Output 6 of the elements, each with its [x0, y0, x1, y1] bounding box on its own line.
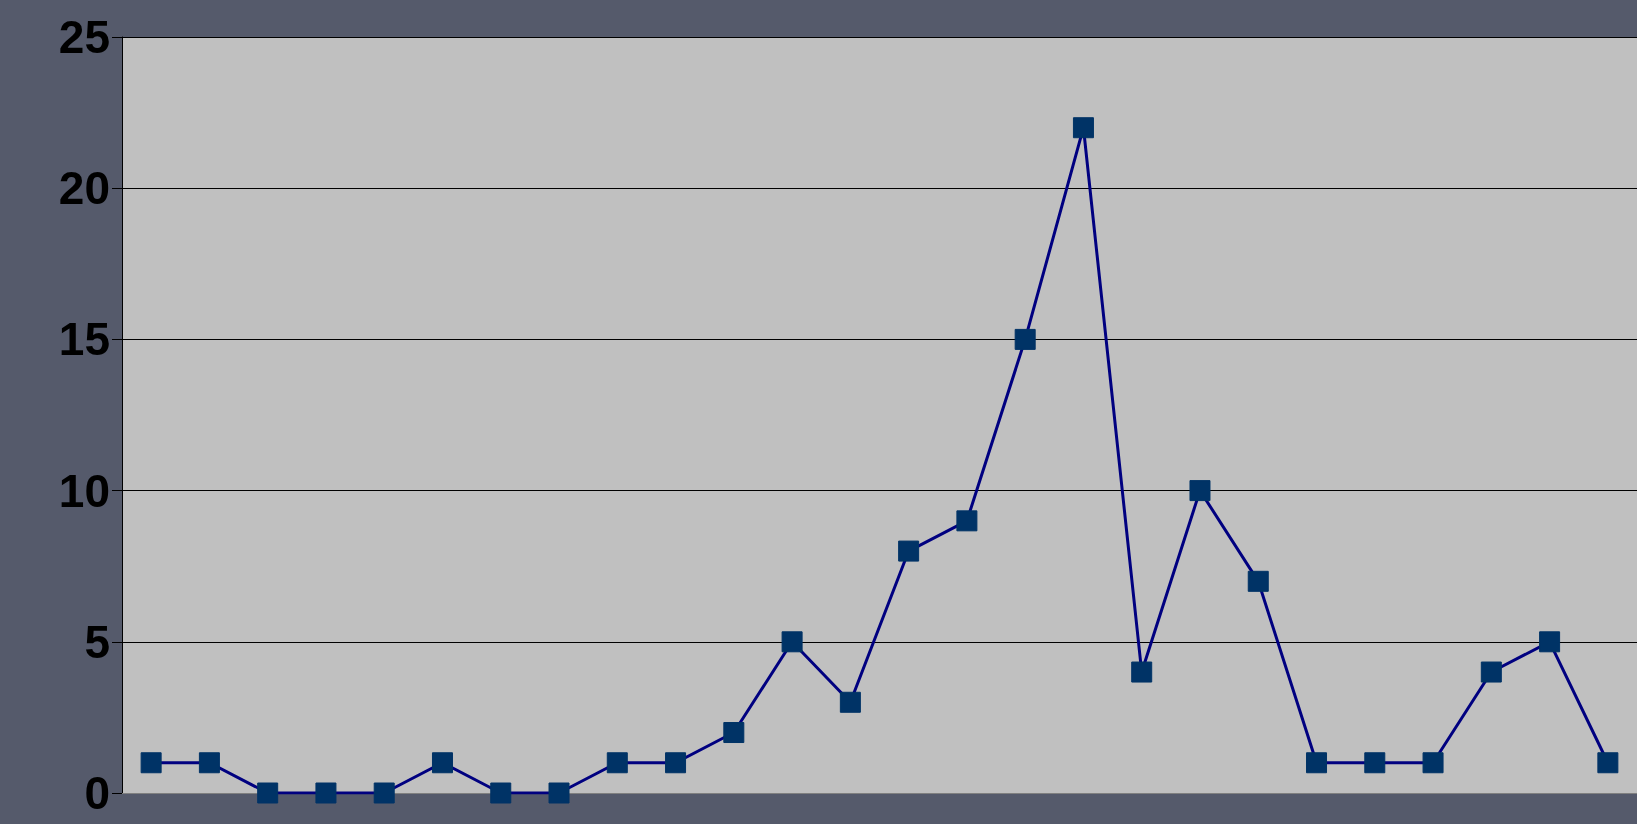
y-tick-label: 20 — [58, 162, 110, 215]
y-tick-label: 15 — [58, 313, 110, 366]
y-tick-label: 5 — [84, 615, 110, 668]
y-tick-label: 10 — [58, 464, 110, 517]
y-tick-label: 25 — [58, 11, 110, 63]
y-tick-label: 0 — [84, 767, 110, 819]
